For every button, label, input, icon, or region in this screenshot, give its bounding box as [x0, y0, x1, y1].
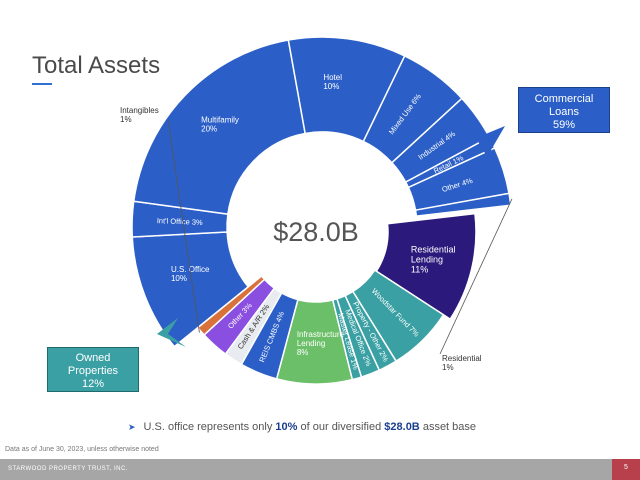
commercial-loans-value: 59%	[552, 119, 576, 131]
chevron-right-arrow-icon	[476, 126, 505, 165]
donut-segment-residential	[414, 192, 512, 217]
owned-properties-value: 12%	[81, 378, 105, 390]
donut-segment-multifamily	[132, 39, 307, 215]
chevron-left-arrow-icon	[157, 318, 186, 347]
segment-label-intangibles: Intangibles 1%	[120, 106, 159, 124]
segment-label-int-l-office: Int'l Office 3%	[157, 216, 204, 227]
bullet-text-1: U.S. office represents only	[143, 421, 276, 433]
donut-segment-residential-lending	[375, 212, 477, 321]
footer-bar: STARWOOD PROPERTY TRUST, INC.	[0, 459, 612, 480]
donut-segment-intangibles	[196, 274, 266, 336]
bullet-arrow-icon: ➤	[128, 422, 136, 432]
bullet-bold-2: $28.0B	[384, 421, 420, 433]
page-title: Total Assets	[32, 52, 161, 79]
segment-label-residential: Residential 1%	[442, 354, 482, 372]
leader-line-intangibles	[167, 119, 200, 333]
segment-label-residential-lending: Residential Lending 11%	[411, 244, 456, 274]
segment-label-hotel: Hotel 10%	[323, 73, 342, 91]
page-number-box: 5	[612, 459, 640, 480]
segment-label-infrastructure-lending: Infrastructure Lending 8%	[297, 330, 345, 357]
footnote: Data as of June 30, 2023, unless otherwi…	[5, 446, 159, 453]
bullet-bold-1: 10%	[275, 421, 298, 433]
center-value-label: $28.0B	[273, 217, 359, 247]
footer-company: STARWOOD PROPERTY TRUST, INC.	[8, 466, 128, 472]
owned-properties-label: Owned Properties	[67, 352, 119, 377]
donut-chart: U.S. Office 10%Int'l Office 3%Multifamily…	[120, 36, 513, 385]
bullet-text-3: asset base	[419, 421, 477, 433]
owned-properties-callout: Owned Properties 12%	[47, 347, 139, 392]
commercial-loans-label: Commercial Loans	[534, 93, 594, 118]
summary-bullet: ➤ U.S. office represents only 10% of our …	[128, 421, 476, 433]
bullet-text-2: of our diversified	[297, 421, 385, 433]
segment-label-multifamily: Multifamily 20%	[201, 115, 239, 133]
commercial-loans-callout: Commercial Loans 59%	[518, 87, 610, 133]
page-number: 5	[624, 464, 628, 471]
title-underline	[32, 83, 52, 85]
leader-line-residential	[439, 198, 513, 355]
